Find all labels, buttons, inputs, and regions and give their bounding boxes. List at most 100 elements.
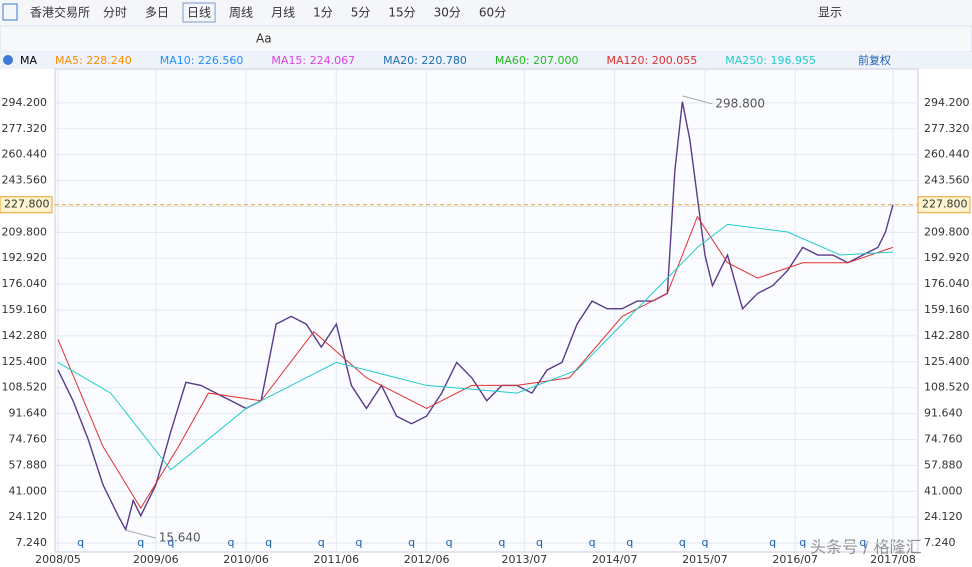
y-tick-label: 41.000 — [9, 484, 48, 497]
indicator-name[interactable]: MA — [20, 54, 37, 67]
y-tick-label: 192.920 — [2, 251, 48, 264]
period-button[interactable]: 60分 — [479, 6, 506, 20]
event-marker[interactable]: q — [408, 536, 415, 549]
legend-item[interactable]: MA5: 228.240 — [55, 54, 132, 67]
current-label: 227.800 — [922, 198, 968, 211]
line — [57, 223, 894, 471]
x-tick-label: 2014/07 — [592, 553, 638, 566]
x-tick-label: 2015/07 — [682, 553, 728, 566]
adjust[interactable]: 前复权 — [858, 53, 891, 67]
current-box — [0, 196, 53, 214]
x-tick-label: 2012/06 — [404, 553, 450, 566]
event-marker[interactable]: q — [589, 536, 596, 549]
legend-bg — [0, 52, 972, 69]
x-tick-label: 2008/05 — [35, 553, 81, 566]
legend-item[interactable]: MA250: 196.955 — [725, 54, 816, 67]
period-button[interactable]: 多日 — [145, 6, 169, 20]
y-tick-label-right: 192.920 — [924, 251, 970, 264]
y-tick-label: 57.880 — [9, 458, 48, 471]
font-button[interactable]: Aa — [256, 32, 272, 46]
y-tick-label: 243.560 — [2, 174, 48, 187]
event-marker[interactable]: q — [859, 536, 866, 549]
x-tick-label: 2010/06 — [223, 553, 269, 566]
x-tick-label: 2009/06 — [133, 553, 179, 566]
period-button[interactable]: 5分 — [351, 6, 371, 20]
period-button[interactable]: 1分 — [313, 6, 333, 20]
watermark: 头条号 / 格隆汇 — [810, 538, 922, 557]
current-label: 227.800 — [4, 198, 50, 211]
y-tick-label: 260.440 — [2, 148, 48, 161]
line — [57, 215, 894, 510]
legend-item[interactable]: MA10: 226.560 — [160, 54, 244, 67]
y-tick-label-right: 277.320 — [924, 122, 970, 135]
y-tick-label: 209.800 — [2, 225, 48, 238]
y-tick-label: 125.400 — [2, 355, 48, 368]
y-tick-label: 176.040 — [2, 277, 48, 290]
y-tick-label: 277.320 — [2, 122, 48, 135]
y-tick-label-right: 142.280 — [924, 329, 970, 342]
period-button[interactable]: 周线 — [229, 6, 253, 20]
period-button[interactable]: 30分 — [434, 6, 461, 20]
legend-item[interactable]: MA15: 224.067 — [271, 54, 355, 67]
y-tick-label: 74.760 — [9, 432, 48, 445]
event-marker[interactable]: q — [355, 536, 362, 549]
y-tick-label-right: 7.240 — [924, 536, 956, 549]
y-tick-label: 91.640 — [9, 407, 48, 420]
event-marker[interactable]: q — [679, 536, 686, 549]
y-tick-label-right: 260.440 — [924, 148, 970, 161]
period-button[interactable]: 日线 — [187, 6, 211, 20]
y-tick-label-right: 125.400 — [924, 355, 970, 368]
y-tick-label-right: 209.800 — [924, 225, 970, 238]
annotation: 298.800 — [715, 96, 765, 110]
y-tick-label-right: 243.560 — [924, 174, 970, 187]
display-button[interactable]: 显示 — [818, 6, 842, 20]
y-tick-label-right: 294.200 — [924, 96, 970, 109]
active-period — [182, 2, 216, 23]
period-button[interactable]: 分时 — [103, 6, 127, 20]
toolbar-bg — [0, 0, 972, 26]
y-tick-label: 159.160 — [2, 303, 48, 316]
y-tick-label-right: 159.160 — [924, 303, 970, 316]
y-tick-label: 294.200 — [2, 96, 48, 109]
y-tick-label-right: 57.880 — [924, 458, 963, 471]
event-marker[interactable]: q — [701, 536, 708, 549]
icon[interactable] — [2, 3, 18, 21]
event-marker[interactable]: q — [77, 536, 84, 549]
event-marker[interactable]: q — [137, 536, 144, 549]
event-marker[interactable]: q — [446, 536, 453, 549]
event-marker[interactable]: q — [265, 536, 272, 549]
event-marker[interactable]: q — [318, 536, 325, 549]
legend-item[interactable]: MA120: 200.055 — [607, 54, 698, 67]
y-tick-label: 24.120 — [9, 510, 48, 523]
y-tick-label-right: 41.000 — [924, 484, 963, 497]
event-marker[interactable]: q — [536, 536, 543, 549]
annotation-leader — [125, 529, 156, 539]
collapse-icon[interactable] — [3, 55, 13, 65]
event-marker[interactable]: q — [769, 536, 776, 549]
annotation: 15.640 — [159, 531, 201, 545]
annotation-leader — [682, 95, 713, 105]
x-tick-label: 2016/07 — [772, 553, 818, 566]
period-button[interactable]: 15分 — [388, 6, 415, 20]
y-tick-label-right: 74.760 — [924, 432, 963, 445]
event-marker[interactable]: q — [799, 536, 806, 549]
x-tick-label: 2013/07 — [502, 553, 548, 566]
legend-item[interactable]: MA20: 220.780 — [383, 54, 467, 67]
exchange[interactable]: 香港交易所 — [30, 5, 90, 20]
period-button[interactable]: 月线 — [271, 6, 295, 20]
y-tick-label-right: 91.640 — [924, 407, 963, 420]
line — [57, 101, 894, 532]
event-marker[interactable]: q — [167, 536, 174, 549]
event-marker[interactable]: q — [498, 536, 505, 549]
event-marker[interactable]: q — [626, 536, 633, 549]
y-tick-label: 142.280 — [2, 329, 48, 342]
current-box — [917, 196, 971, 214]
x-tick-label: 2011/06 — [313, 553, 359, 566]
event-marker[interactable]: q — [228, 536, 235, 549]
y-tick-label-right: 108.520 — [924, 381, 970, 394]
legend-item[interactable]: MA60: 207.000 — [495, 54, 579, 67]
toolbar2-bg — [0, 25, 972, 53]
x-tick-label: 2017/08 — [870, 553, 916, 566]
